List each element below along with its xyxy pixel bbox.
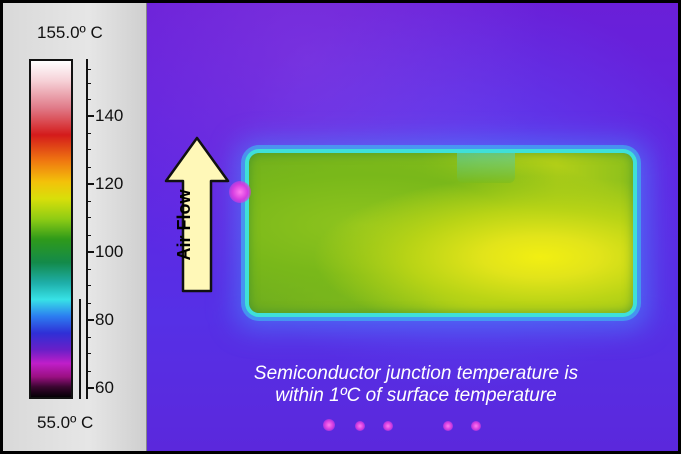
caption-line: within 1ºC of surface temperature [275, 385, 557, 406]
image-caption: Semiconductor junction temperature is wi… [201, 363, 631, 407]
arrow-up-icon [164, 136, 230, 293]
temperature-colorbar [29, 59, 73, 399]
scale-minor-tick [86, 269, 91, 270]
scale-minor-tick [86, 337, 91, 338]
scale-minor-tick [86, 69, 91, 70]
scale-minor-tick [86, 303, 91, 304]
scale-minor-tick [86, 353, 91, 354]
scale-minor-tick [86, 167, 91, 168]
scale-axis-bracket [79, 299, 81, 399]
scale-tick-label: 80 [95, 310, 114, 329]
scale-axis-line [86, 59, 88, 399]
air-flow-label: Air Flow [174, 189, 194, 261]
scale-tick-label: 60 [95, 378, 114, 397]
scale-tick-120 [86, 183, 94, 185]
hotspot-marker [471, 421, 481, 431]
thermal-image: Air Flow Semiconductor junction temperat… [147, 3, 678, 451]
scale-max-label: 155.0º C [37, 23, 103, 42]
scale-tick-140 [86, 115, 94, 117]
scale-min-label: 55.0º C [37, 413, 94, 432]
scale-minor-tick [86, 285, 91, 286]
scale-tick-80 [86, 319, 94, 321]
air-flow-arrow: Air Flow [163, 135, 231, 295]
scale-tick-label: 120 [95, 174, 124, 193]
temperature-scale-panel: 155.0º C 140 120 100 80 60 55.0º C [3, 3, 147, 451]
hotspot-marker [443, 421, 453, 431]
circuit-board-heat-region [249, 153, 633, 313]
scale-tick-60 [86, 387, 94, 389]
scale-minor-tick [86, 99, 91, 100]
board-notch [457, 153, 515, 183]
scale-minor-tick [86, 371, 91, 372]
caption-line: Semiconductor junction temperature is [253, 363, 579, 384]
scale-minor-tick [86, 149, 91, 150]
hotspot-marker [355, 421, 365, 431]
hotspot-marker [229, 181, 251, 203]
scale-tick-label: 100 [95, 242, 124, 261]
scale-minor-tick [86, 83, 91, 84]
hotspot-marker [323, 419, 335, 431]
scale-minor-tick [86, 217, 91, 218]
scale-tick-label: 140 [95, 106, 124, 125]
hotspot-marker [383, 421, 393, 431]
scale-minor-tick [86, 133, 91, 134]
scale-minor-tick [86, 201, 91, 202]
scale-tick-100 [86, 251, 94, 253]
scale-minor-tick [86, 235, 91, 236]
